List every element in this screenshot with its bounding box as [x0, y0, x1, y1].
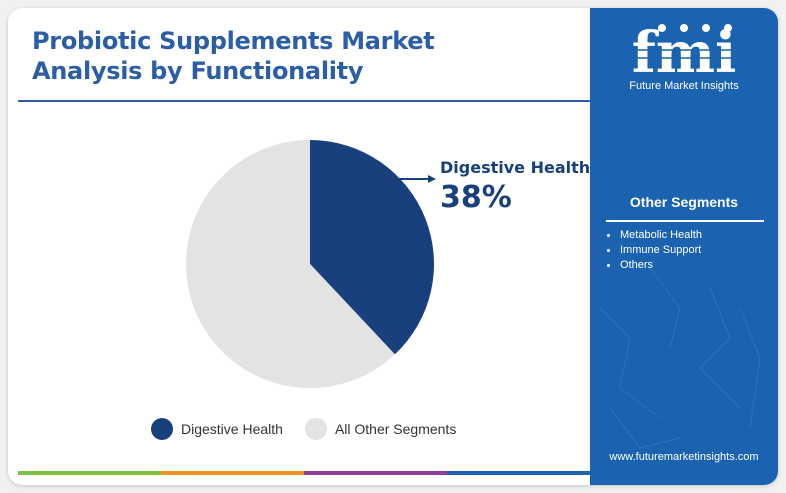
footer-color-segment [161, 471, 304, 475]
callout-label: Digestive Health [440, 158, 591, 177]
chart-title: Probiotic Supplements Market Analysis by… [32, 26, 435, 86]
logo-tagline: Future Market Insights [629, 80, 739, 92]
legend-swatch-all-other-segments [304, 418, 327, 440]
other-segments-title: Other Segments [629, 194, 739, 210]
legend-item-digestive-health: Digestive Health [151, 418, 283, 440]
title-divider [18, 100, 590, 102]
other-segments-divider [606, 220, 764, 222]
footer-color-segment [447, 471, 590, 475]
legend-label-all-other-segments: All Other Segments [334, 421, 457, 437]
legend-label-digestive-health: Digestive Health [181, 421, 283, 437]
footer-color-segment [18, 471, 161, 475]
chart-legend: Digestive Health All Other Segments [151, 418, 478, 440]
website-url: www.futuremarketinsights.com [609, 451, 759, 463]
footer-color-segment [304, 471, 447, 475]
footer-color-bar [18, 471, 590, 475]
other-segment-item: Others [604, 258, 702, 273]
other-segment-item: Immune Support [604, 243, 702, 258]
callout-value: 38% [440, 180, 512, 215]
sidebar-texture [599, 267, 761, 449]
legend-item-all-other-segments: All Other Segments [304, 418, 457, 440]
legend-swatch-digestive-health [151, 418, 173, 440]
sidebar-panel: fmi Future Market Insights Other Segment… [590, 8, 778, 485]
chart-title-line-1: Probiotic Supplements Market [32, 27, 435, 55]
pie-slice-digestive-health [310, 140, 434, 355]
chart-title-line-2: Analysis by Functionality [32, 57, 364, 85]
other-segments-list: Metabolic Health Immune Support Others [604, 228, 702, 273]
pie-slice-all-other-segments [185, 140, 395, 389]
other-segment-item: Metabolic Health [604, 228, 702, 243]
pie-chart [185, 140, 436, 389]
fmi-logo-icon: fmi [628, 20, 740, 86]
chart-card: Probiotic Supplements Market Analysis by… [8, 8, 778, 485]
